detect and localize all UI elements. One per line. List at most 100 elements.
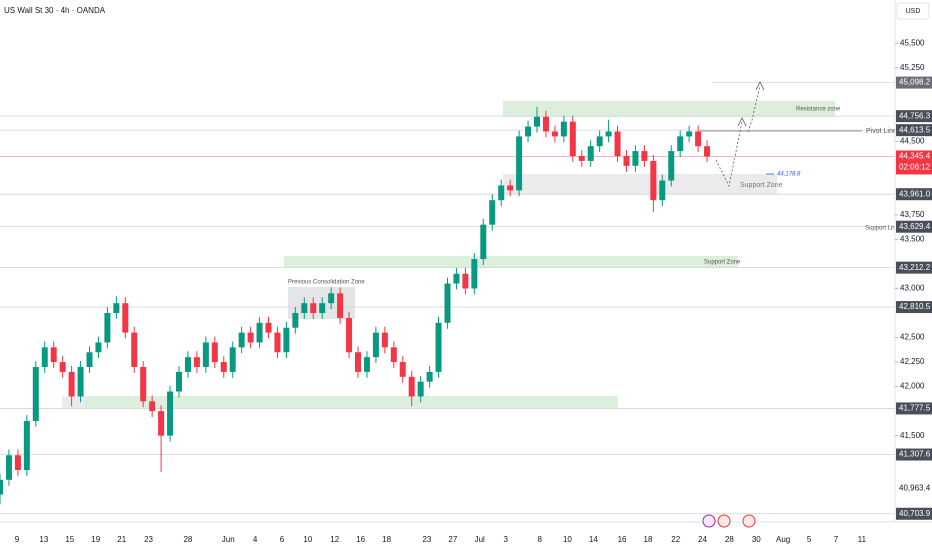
zone-label: Previous Consolidation Zone [288,280,365,286]
zone-label: Support Zone [704,260,741,266]
price-label-box [896,220,932,233]
candle-body [131,332,138,367]
candle-body [310,303,317,314]
candle-body [86,352,93,367]
price-label: 43,629.4 [899,222,931,231]
x-tick-label: 4 [253,535,258,544]
candle-body [417,381,424,397]
zone-label: Support Zone [740,182,783,189]
candle-body [211,342,218,363]
candle-body [560,121,567,137]
countdown: 02:06:12 [899,163,931,172]
arrow-head [737,117,747,127]
x-tick-label: Aug [776,535,790,544]
candle-body [489,200,496,225]
price-label-box [896,110,932,123]
candle-body [265,322,272,333]
event-icon[interactable] [702,514,716,528]
candle-body [363,357,370,372]
x-tick-label: 13 [39,535,48,544]
candle-body [695,131,702,147]
x-tick-label: 3 [503,535,508,544]
candle-body [480,224,487,260]
price-label: 40,963.4 [899,483,931,492]
x-tick-label: 12 [330,535,339,544]
candle-body [444,283,451,323]
price-label-box [896,507,932,520]
candle-body [507,185,514,191]
candle-body [471,259,478,289]
price-label: 41,777.5 [899,404,931,413]
x-tick-label: 23 [144,535,153,544]
projection-path [715,121,743,188]
x-tick-label: Jun [222,535,235,544]
x-tick-label: 11 [858,535,867,544]
support-line-label: Support Line [865,226,900,232]
currency-button[interactable] [896,2,930,20]
price-label: 43,961.0 [899,189,931,198]
candle-body [578,156,585,161]
candle-body [59,362,66,372]
candle-body [372,332,379,358]
candle-body [426,371,433,382]
x-tick-label: Jul [475,535,485,544]
x-tick-label: 23 [422,535,431,544]
x-tick-label: 30 [752,535,761,544]
x-tick-label: 7 [834,535,839,544]
x-tick-label: 18 [644,535,653,544]
candle-body [641,151,648,161]
support-zone [284,256,738,268]
price-label-box [896,261,932,274]
candle-body [220,362,227,372]
x-tick-label: 19 [91,535,100,544]
candle-body [399,362,406,377]
x-tick-label: 22 [671,535,680,544]
candle-body [328,293,335,304]
price-label: 40,703.9 [899,509,931,518]
candle-body [516,136,523,191]
candle-body [104,313,111,343]
y-tick-label: 43,750 [900,210,925,219]
candle-body [668,151,675,181]
x-tick-label: 16 [618,535,627,544]
zone [62,396,85,408]
currency[interactable]: USD [906,8,921,15]
candle-body [113,303,120,314]
candle-body [355,352,361,372]
zones [62,101,835,408]
price-label-box [896,76,932,89]
event-icon[interactable] [742,514,756,528]
candle-body [542,116,549,132]
candle-body [534,116,540,127]
x-tick-label: 28 [725,535,734,544]
x-tick-label: 5 [807,535,812,544]
y-tick-label: 42,500 [900,333,925,342]
candle-body [158,411,165,436]
candle-body [659,180,666,201]
candle-body [569,121,576,157]
candle-body [337,293,344,318]
candle-body [202,342,209,367]
candle-body [0,479,3,495]
price-label-box [896,188,932,201]
x-tick-label: 6 [280,535,285,544]
y-tick-label: 42,250 [900,357,925,366]
current-price-label: 44,345.4 [899,152,931,161]
candle-body [23,420,30,470]
candle-body [229,347,236,372]
price-label: 41,307.6 [899,450,931,459]
event-icon[interactable] [717,514,731,528]
candle-body [149,401,156,412]
candle-body [68,371,75,397]
y-tick-label: 45,250 [900,63,925,72]
candle-body [247,332,254,343]
y-tick-label: 45,500 [900,38,925,47]
arrow-head [755,81,765,91]
candle-body [50,347,57,363]
price-label: 44,756.3 [899,111,931,120]
support-zone [85,396,618,408]
x-tick-label: 8 [537,535,542,544]
candle-body [32,366,39,421]
candle-body [677,136,684,152]
